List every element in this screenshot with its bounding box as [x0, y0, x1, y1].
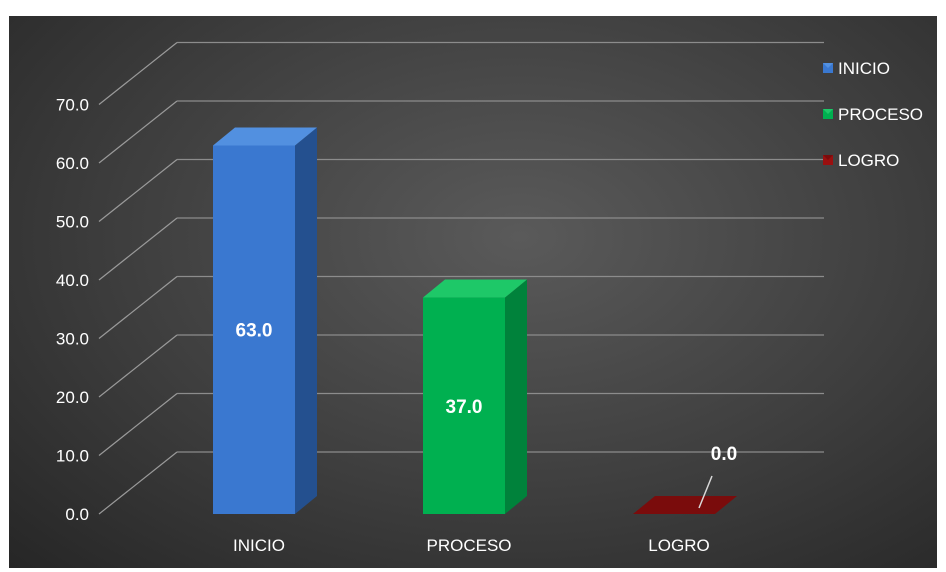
y-tick-label: 50.0: [56, 213, 89, 232]
data-label: 63.0: [236, 321, 273, 342]
legend-entry: LOGRO: [823, 151, 899, 170]
gridline-depth: [98, 217, 178, 281]
bar-floor: [633, 496, 737, 514]
bar-logro: [633, 496, 737, 514]
bar-side: [505, 279, 527, 514]
y-tick-label: 60.0: [56, 154, 89, 173]
legend-label: LOGRO: [838, 151, 899, 170]
bar-chart-3d: 0.0 10.0 20.0 30.0 40.0 50.0 60.0 70.0 INICIO PR…: [56, 41, 923, 555]
bar-front: [213, 145, 295, 514]
legend-entry: PROCESO: [823, 105, 923, 124]
gridline-depth: [98, 393, 178, 456]
gridline-depth: [98, 451, 178, 515]
legend-swatch-top: [823, 155, 833, 160]
legend-swatch-top: [823, 63, 833, 68]
data-labels: 63.0 37.0 0.0: [236, 321, 737, 509]
bar-top: [213, 127, 317, 146]
bar-top: [423, 279, 527, 298]
legend-swatch-top: [823, 109, 833, 114]
x-category-label: LOGRO: [648, 536, 709, 555]
bar-proceso: [423, 279, 527, 514]
gridline-depth: [98, 159, 178, 222]
x-axis-labels: INICIO PROCESO LOGRO: [233, 536, 710, 555]
y-tick-label: 0.0: [65, 505, 89, 524]
bar-inicio: [213, 127, 317, 514]
y-tick-label: 10.0: [56, 447, 89, 466]
bars: [213, 127, 737, 514]
x-category-label: PROCESO: [426, 536, 511, 555]
leader-line: [698, 475, 713, 509]
legend: INICIO PROCESO LOGRO: [823, 59, 923, 170]
gridline-depth: [98, 100, 178, 164]
y-tick-label: 20.0: [56, 388, 89, 407]
gridline-depth: [98, 334, 178, 398]
data-label: 0.0: [711, 444, 737, 465]
legend-label: PROCESO: [838, 105, 923, 124]
y-tick-label: 70.0: [56, 96, 89, 115]
gridline-depth: [98, 42, 178, 105]
y-axis-ticks: 0.0 10.0 20.0 30.0 40.0 50.0 60.0 70.0: [56, 96, 89, 525]
gridline-depth: [98, 276, 178, 339]
legend-entry: INICIO: [823, 59, 890, 78]
y-tick-label: 30.0: [56, 330, 89, 349]
x-category-label: INICIO: [233, 536, 285, 555]
data-label: 37.0: [446, 397, 483, 418]
chart-area: 0.0 10.0 20.0 30.0 40.0 50.0 60.0 70.0 INICIO PR…: [9, 16, 937, 568]
bar-front: [423, 297, 505, 514]
y-tick-label: 40.0: [56, 271, 89, 290]
legend-label: INICIO: [838, 59, 890, 78]
bar-side: [295, 127, 317, 514]
